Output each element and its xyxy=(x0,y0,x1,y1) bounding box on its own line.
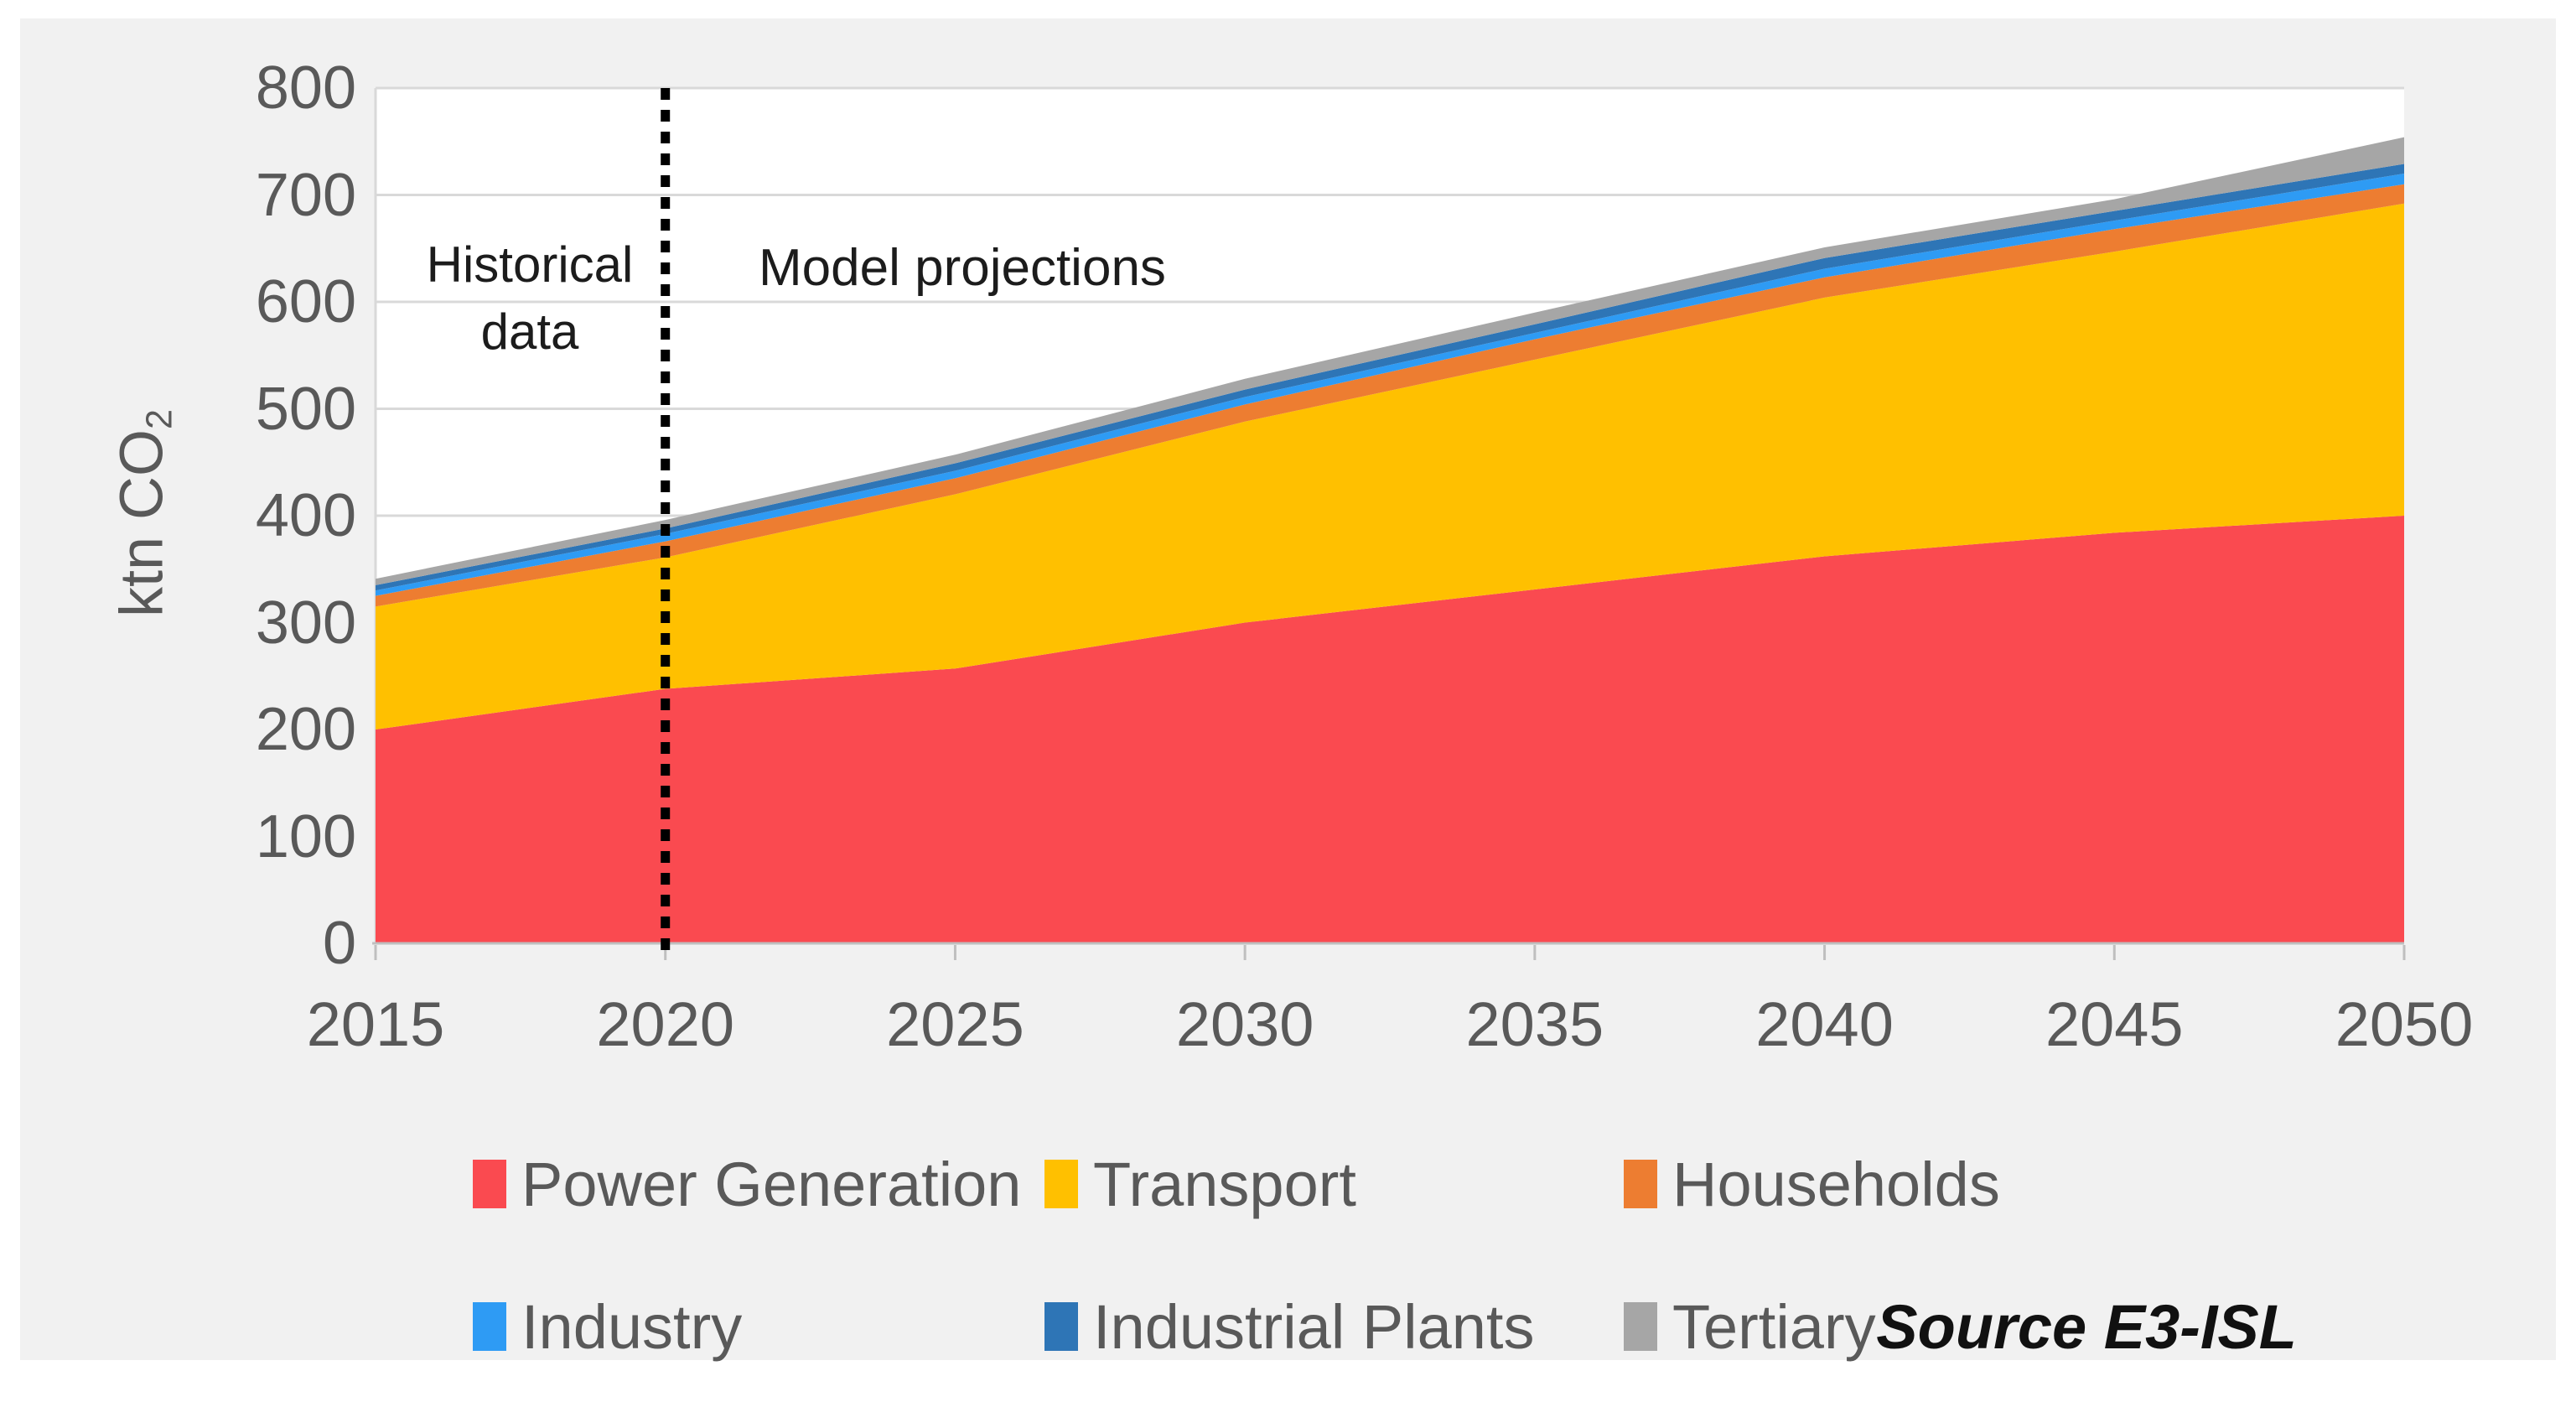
legend-item-power-generation: Power Generation xyxy=(473,1149,1022,1219)
area-households xyxy=(376,184,2404,607)
y-tick-label-0: 0 xyxy=(322,910,356,977)
annotation-model-projections: Model projections xyxy=(759,239,1166,297)
legend-item-label: Industry xyxy=(521,1291,743,1362)
legend-item-transport: Transport xyxy=(1044,1149,1356,1219)
area-transport xyxy=(376,203,2404,730)
legend-swatch-icon xyxy=(473,1160,506,1208)
legend-swatch-icon xyxy=(1044,1160,1078,1208)
area-industry xyxy=(376,174,2404,596)
x-tick-label-2030: 2030 xyxy=(1175,989,1314,1059)
legend-swatch-icon xyxy=(1624,1302,1657,1351)
y-tick-label-600: 600 xyxy=(255,268,356,335)
y-axis-title-text: ktn CO xyxy=(108,428,176,618)
x-tick-label-2050: 2050 xyxy=(2335,989,2474,1059)
legend-item-households: Households xyxy=(1624,1149,2000,1219)
legend-swatch-icon xyxy=(1624,1160,1657,1208)
y-axis-title: ktn CO2 xyxy=(108,409,181,617)
legend-swatch-icon xyxy=(1044,1302,1078,1351)
legend-item-label: Transport xyxy=(1093,1149,1356,1219)
y-axis-title-subscript: 2 xyxy=(139,408,180,429)
x-tick-label-2040: 2040 xyxy=(1755,989,1894,1059)
legend-item-industry: Industry xyxy=(473,1291,743,1362)
x-tick-label-2015: 2015 xyxy=(306,989,445,1059)
y-tick-label-700: 700 xyxy=(255,161,356,229)
legend-item-label: Households xyxy=(1672,1149,2000,1219)
legend-item-label: Power Generation xyxy=(521,1149,1022,1219)
x-tick-label-2045: 2045 xyxy=(2045,989,2184,1059)
y-tick-label-200: 200 xyxy=(255,696,356,763)
x-tick-label-2035: 2035 xyxy=(1465,989,1604,1059)
x-tick-label-2025: 2025 xyxy=(886,989,1024,1059)
legend-item-label: Industrial Plants xyxy=(1093,1291,1535,1362)
area-power-generation xyxy=(376,516,2404,943)
source-label: Source E3-ISL xyxy=(1876,1292,2297,1362)
area-tertiary xyxy=(376,137,2404,585)
legend-item-tertiary: Tertiary xyxy=(1624,1291,1876,1362)
y-tick-label-100: 100 xyxy=(255,802,356,870)
annotation-historical-data: Historical data xyxy=(426,236,634,360)
x-tick-label-2020: 2020 xyxy=(596,989,735,1059)
y-tick-label-800: 800 xyxy=(255,55,356,122)
y-tick-label-400: 400 xyxy=(255,482,356,549)
legend-item-industrial-plants: Industrial Plants xyxy=(1044,1291,1535,1362)
legend-swatch-icon xyxy=(473,1302,506,1351)
legend-item-label: Tertiary xyxy=(1672,1291,1876,1362)
y-tick-label-500: 500 xyxy=(255,375,356,443)
area-industrial-plants xyxy=(376,164,2404,591)
y-tick-label-300: 300 xyxy=(255,589,356,657)
